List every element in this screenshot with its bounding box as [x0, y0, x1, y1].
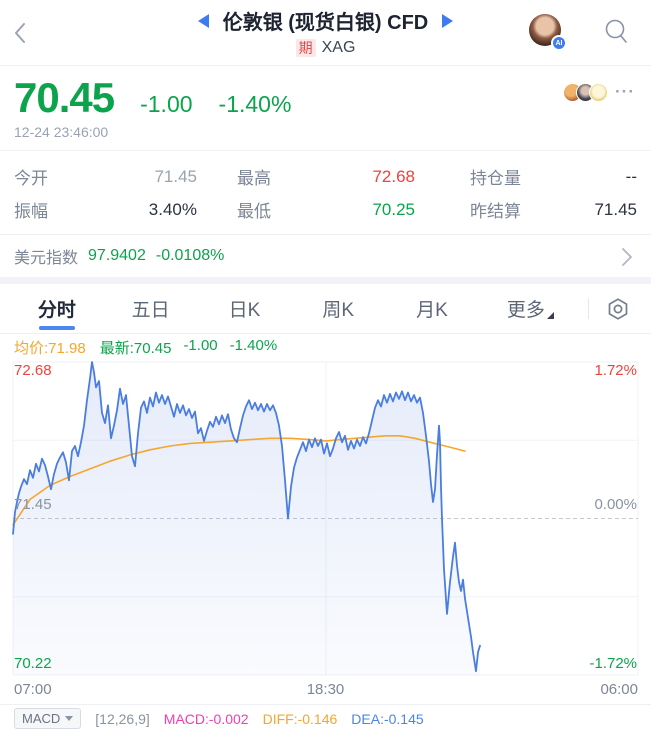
y-label-pct-zero: 0.00% — [594, 496, 637, 513]
header: 伦敦银 (现货白银) CFD 期 XAG AI — [0, 0, 651, 66]
chart-canvas[interactable] — [0, 360, 651, 678]
period-tab-bar: 分时 五日 日K 周K 月K 更多 — [0, 284, 651, 334]
tab-label: 五日 — [131, 300, 170, 321]
tab-more-label: 更多 — [506, 300, 545, 321]
stat-value: 3.40% — [148, 199, 197, 219]
watcher-avatar — [589, 82, 609, 102]
stat-label: 昨结算 — [470, 202, 521, 221]
stat-item: 振幅 3.40% — [14, 197, 197, 222]
quote-timestamp: 12-24 23:46:00 — [14, 124, 109, 140]
chart-legend-row: 均价:71.98 最新:70.45 -1.00 -1.40% — [0, 334, 651, 360]
active-tab-underline — [38, 326, 75, 330]
ai-assistant-button[interactable]: AI — [529, 14, 567, 51]
stats-grid: 今开 71.45 最高 72.68 持仓量 -- 振幅 3.40% 最低 70.25 昨结算 71.4… — [0, 150, 651, 235]
prev-symbol-icon[interactable] — [197, 13, 209, 28]
time-axis: 07:00 18:30 06:00 — [0, 678, 651, 704]
macd-params: [12,26,9] — [95, 710, 150, 727]
tab-label: 日K — [228, 300, 261, 321]
search-button[interactable] — [603, 18, 629, 51]
stat-value: 72.68 — [372, 166, 415, 186]
usd-index-row[interactable]: 美元指数 97.9402 -0.0108% — [0, 235, 651, 277]
y-label-low: 70.22 — [14, 655, 52, 672]
stat-value: -- — [625, 166, 637, 186]
indicator-selector-label: MACD — [22, 711, 61, 726]
stat-item: 持仓量 -- — [470, 164, 637, 189]
stat-item: 最高 72.68 — [237, 164, 415, 189]
x-tick-open: 07:00 — [14, 681, 52, 698]
tab-wuri[interactable]: 五日 — [104, 284, 198, 333]
stat-item: 最低 70.25 — [237, 197, 415, 222]
tab-more[interactable]: 更多 — [479, 284, 582, 333]
back-chevron-icon — [15, 23, 25, 43]
y-label-prevclose: 71.45 — [14, 496, 52, 513]
indicator-bar: MACD [12,26,9] MACD:-0.002 DIFF:-0.146 D… — [0, 704, 651, 732]
macd-value: MACD:-0.002 — [163, 710, 249, 727]
x-tick-close: 06:00 — [600, 681, 638, 698]
chevron-right-icon — [622, 248, 632, 266]
quote-section: 70.45 -1.00 -1.40% 12-24 23:46:00 ··· — [0, 66, 651, 150]
intraday-chart[interactable]: 72.68 1.72% 71.45 0.00% 70.22 -1.72% — [0, 360, 651, 678]
tab-zhouk[interactable]: 周K — [291, 284, 385, 333]
latest-price-label: 最新:70.45 — [99, 339, 172, 357]
tab-fenshi[interactable]: 分时 — [10, 284, 104, 333]
more-ellipsis-icon[interactable]: ··· — [615, 82, 635, 101]
stat-value: 71.45 — [594, 199, 637, 219]
usd-index-value: 97.9402 — [88, 247, 146, 264]
usd-index-change: -0.0108% — [155, 247, 225, 264]
settings-icon — [608, 297, 628, 320]
y-label-pct-low: -1.72% — [589, 655, 637, 672]
avg-price-label: 均价:71.98 — [14, 339, 86, 357]
y-label-pct-high: 1.72% — [594, 362, 637, 379]
tab-divider — [587, 298, 589, 319]
stat-value: 70.25 — [372, 199, 415, 219]
page-title: 伦敦银 (现货白银) CFD — [222, 12, 429, 34]
dea-value: DEA:-0.145 — [351, 710, 424, 727]
price-change: -1.00 — [140, 91, 193, 117]
stat-label: 持仓量 — [470, 169, 521, 188]
stat-label: 最低 — [237, 202, 271, 221]
ai-badge: AI — [551, 35, 567, 51]
futures-badge: 期 — [295, 39, 316, 57]
latest-change-label: -1.00 — [183, 336, 218, 354]
tab-label: 月K — [416, 300, 448, 321]
y-label-high: 72.68 — [14, 362, 52, 379]
usd-index-label: 美元指数 — [14, 250, 79, 267]
indicator-selector[interactable]: MACD — [14, 708, 82, 729]
search-icon — [605, 19, 627, 43]
section-divider — [0, 277, 651, 284]
tab-yuek[interactable]: 月K — [385, 284, 479, 333]
stat-label: 最高 — [237, 169, 271, 188]
next-symbol-icon[interactable] — [442, 13, 454, 28]
last-price: 70.45 — [14, 74, 115, 121]
chevron-down-icon — [65, 716, 74, 721]
tab-label: 分时 — [37, 300, 76, 321]
stat-item: 今开 71.45 — [14, 164, 197, 189]
stat-label: 振幅 — [14, 202, 48, 221]
stat-item: 昨结算 71.45 — [470, 197, 637, 222]
tab-label: 周K — [322, 300, 355, 321]
back-button[interactable] — [12, 16, 34, 50]
latest-pct-label: -1.40% — [229, 336, 278, 354]
symbol-code: XAG — [321, 39, 356, 56]
dropdown-corner-icon — [546, 312, 554, 319]
tab-rik[interactable]: 日K — [198, 284, 292, 333]
stat-label: 今开 — [14, 169, 48, 188]
stat-value: 71.45 — [154, 166, 197, 186]
price-change-pct: -1.40% — [218, 91, 292, 117]
chart-settings-button[interactable] — [595, 284, 641, 333]
diff-value: DIFF:-0.146 — [262, 710, 338, 727]
x-tick-mid: 18:30 — [306, 681, 345, 698]
watchers-avatars[interactable]: ··· — [563, 82, 635, 102]
